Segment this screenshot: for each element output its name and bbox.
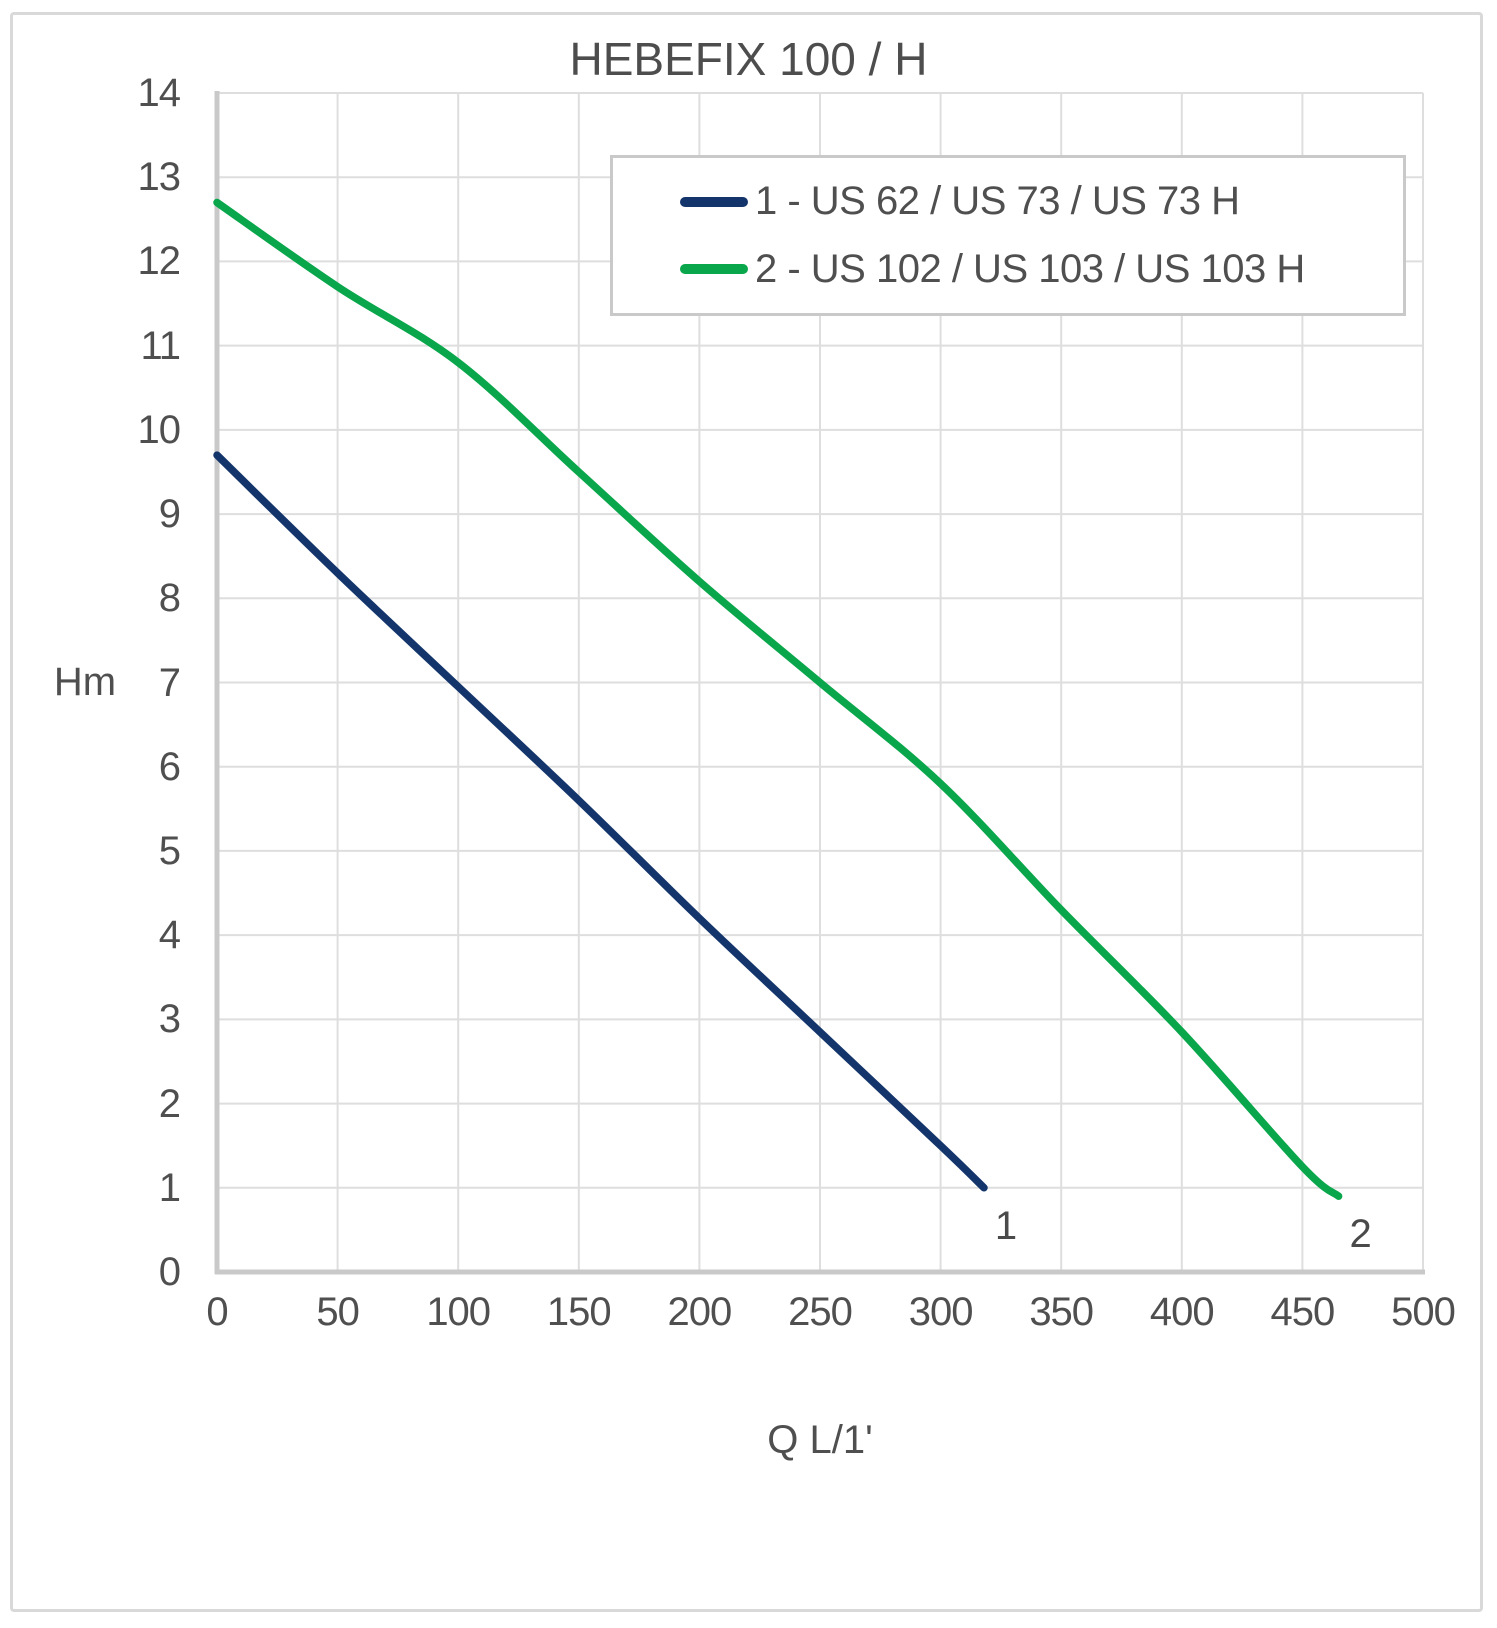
y-axis-title: Hm — [53, 660, 117, 704]
y-tick-label: 8 — [158, 576, 181, 621]
curve-end-label-1: 1 — [994, 1203, 1018, 1248]
x-tick-label: 500 — [1391, 1290, 1456, 1334]
y-tick-label: 13 — [137, 155, 182, 200]
x-tick-label: 250 — [788, 1290, 853, 1334]
y-tick-label: 2 — [158, 1081, 181, 1126]
y-tick-label: 7 — [158, 660, 181, 705]
y-tick-label: 14 — [137, 71, 182, 115]
y-tick-label: 12 — [137, 239, 182, 284]
x-axis-title: Q L/1' — [767, 1418, 873, 1462]
y-tick-label: 3 — [158, 997, 181, 1042]
curve-2 — [213, 198, 1343, 1200]
y-tick-label: 6 — [158, 744, 181, 789]
legend-item-2: 2 - US 102 / US 103 / US 103 H — [680, 241, 1403, 297]
legend: 1 - US 62 / US 73 / US 73 H 2 - US 102 /… — [610, 155, 1406, 316]
x-tick-label: 200 — [667, 1290, 733, 1334]
y-tick-label: 1 — [158, 1165, 181, 1210]
x-tick-label: 100 — [426, 1290, 491, 1334]
x-tick-label: 150 — [546, 1290, 612, 1334]
y-tick-label: 4 — [158, 913, 181, 958]
y-tick-label: 10 — [137, 407, 182, 452]
x-tick-label: 400 — [1149, 1290, 1215, 1334]
legend-line-swatch-2 — [680, 264, 748, 275]
legend-line-swatch-1 — [680, 196, 748, 207]
y-tick-label: 9 — [158, 492, 181, 537]
x-tick-label: 450 — [1270, 1290, 1336, 1334]
legend-label-2: 2 - US 102 / US 103 / US 103 H — [755, 246, 1305, 291]
y-tick-label: 11 — [140, 323, 181, 368]
legend-item-1: 1 - US 62 / US 73 / US 73 H — [680, 174, 1403, 230]
x-tick-label: 0 — [206, 1290, 228, 1334]
chart-title: HEBEFIX 100 / H — [569, 33, 928, 85]
curve-end-label-2: 2 — [1349, 1212, 1372, 1257]
y-tick-label: 0 — [158, 1250, 181, 1294]
x-tick-label: 50 — [316, 1290, 360, 1334]
curve-1 — [213, 451, 988, 1192]
x-tick-label: 350 — [1029, 1290, 1094, 1334]
x-tick-label: 300 — [908, 1290, 974, 1334]
legend-label-1: 1 - US 62 / US 73 / US 73 H — [755, 179, 1240, 224]
y-tick-label: 5 — [158, 828, 181, 873]
